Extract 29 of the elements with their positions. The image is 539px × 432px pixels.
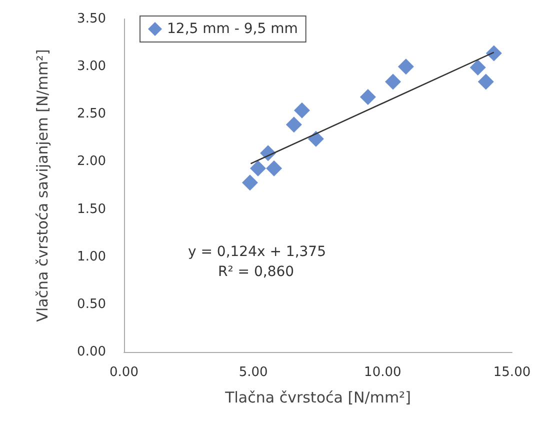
x-tick-label: 10.00 xyxy=(364,365,402,380)
point xyxy=(486,45,502,62)
point xyxy=(308,130,324,147)
y-tick-label: 3.00 xyxy=(77,59,106,74)
y-tick-label: 0.00 xyxy=(77,344,106,360)
point xyxy=(294,102,310,118)
point xyxy=(398,58,414,75)
y-tick-label: 2.00 xyxy=(77,154,106,170)
point xyxy=(470,60,486,76)
x-tick-label: 0.00 xyxy=(110,365,138,380)
point xyxy=(385,74,402,90)
y-tick-label: 3.50 xyxy=(77,12,106,26)
y-tick-label: 0.50 xyxy=(77,296,106,312)
point xyxy=(250,160,266,176)
annotation: R² = 0,860 xyxy=(218,264,294,280)
annotation: y = 0,124x + 1,375 xyxy=(188,244,326,260)
y-tick-label: 2.50 xyxy=(77,106,106,122)
x-axis-title: Tlačna čvrstoća [N/mm²] xyxy=(224,388,411,406)
y-tick-label: 1.00 xyxy=(77,249,106,264)
legend-label: 12,5 mm - 9,5 mm xyxy=(167,21,298,37)
point xyxy=(478,74,494,90)
y-tick-label: 1.50 xyxy=(77,202,106,217)
y-axis-title: Vlačna čvrstoća savijanjem [N/mm²] xyxy=(34,49,52,322)
point xyxy=(360,89,376,106)
point xyxy=(242,174,258,191)
x-tick-label: 15.00 xyxy=(493,365,531,380)
point xyxy=(266,160,282,176)
x-tick-label: 5.00 xyxy=(238,365,268,380)
point xyxy=(286,116,302,133)
